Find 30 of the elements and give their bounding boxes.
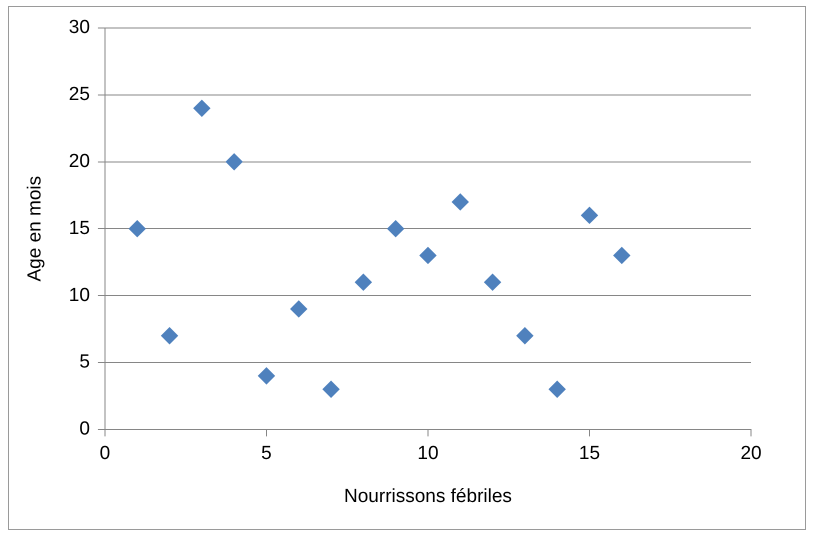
point: [161, 327, 178, 344]
y-tick-label: 5: [79, 352, 90, 373]
point: [387, 220, 404, 238]
y-tick-label: 10: [68, 284, 90, 306]
point: [258, 367, 275, 384]
x-tick-label: 15: [578, 443, 600, 464]
point: [322, 380, 340, 398]
y-tick-label: 20: [68, 151, 90, 172]
point: [580, 206, 598, 224]
point: [290, 300, 308, 318]
x-tick-label: 5: [261, 443, 272, 464]
point: [193, 100, 210, 117]
point: [226, 153, 243, 170]
x-tick-label: 20: [740, 443, 762, 464]
point: [452, 193, 469, 210]
y-axis-title: Age en mois: [24, 176, 46, 282]
point: [548, 380, 566, 398]
point: [128, 220, 146, 238]
point: [613, 246, 630, 264]
point: [419, 246, 436, 264]
y-tick-label: 30: [68, 17, 90, 38]
y-tick-label: 25: [68, 84, 90, 106]
x-axis-title: Nourrissons fébriles: [344, 486, 512, 507]
point: [354, 274, 372, 291]
y-tick-label: 0: [79, 418, 90, 440]
point: [516, 327, 534, 344]
y-tick-label: 15: [68, 218, 90, 239]
point: [484, 274, 502, 291]
x-tick-label: 10: [417, 443, 439, 464]
x-tick-label: 0: [100, 443, 110, 464]
